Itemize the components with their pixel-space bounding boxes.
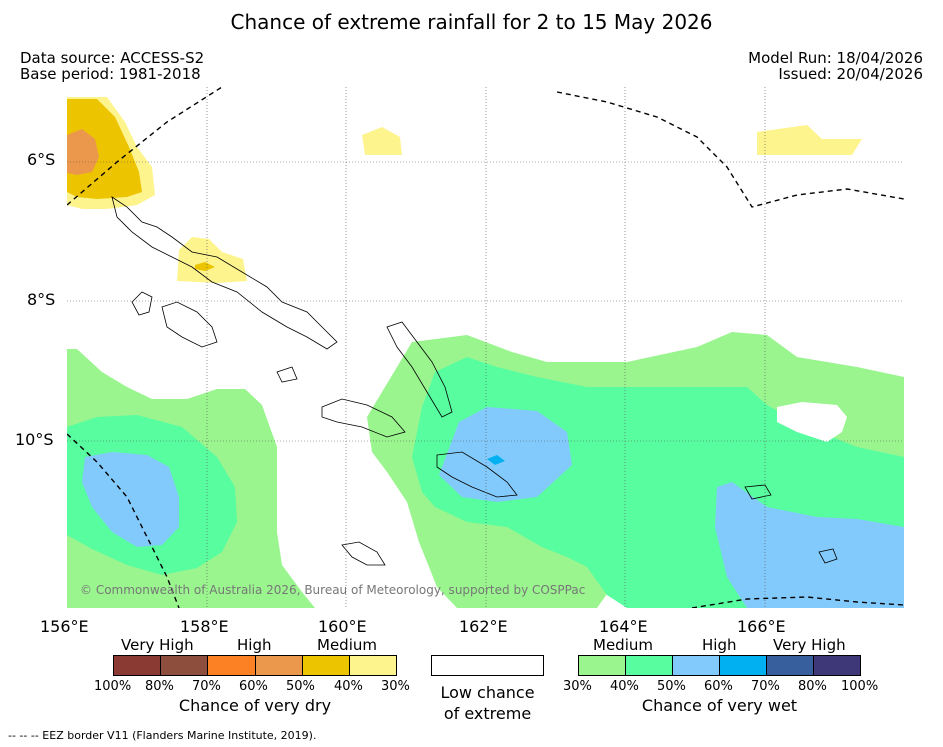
dry-swatch-5 [302,656,350,675]
wet-pct-30: 30% [563,679,592,694]
dry-cat-medium: Medium [317,636,377,654]
wet-swatch-6 [814,656,860,675]
island-rennell [341,541,386,566]
lat-label-8s: 8°S [27,290,56,309]
lon-label-156e: 156°E [40,617,89,636]
dry-pct-60: 60% [239,679,268,694]
dry-30-40-ne [757,125,862,155]
eez-borders [67,87,904,608]
eez-png-north [67,87,223,206]
wet-caption: Chance of very wet [641,696,798,715]
dry-pct-80: 80% [145,679,174,694]
low-chance-patch [777,402,847,442]
wet-60-70-central [487,455,505,465]
dry-pct-100: 100% [94,679,132,694]
wet-swatch-3 [673,656,720,675]
eez-footnote: -- -- -- EEZ border V11 (Flanders Marine… [8,729,317,742]
dry-caption: Chance of very dry [178,696,332,715]
wet-50-60-southwest [82,452,179,547]
wet-cat-medium: Medium [593,636,653,654]
wet-pct-80: 80% [798,679,827,694]
dry-swatch-3 [208,656,256,675]
dry-swatch-1 [114,656,162,675]
wet-50-60-central [439,407,572,502]
dry-swatch-6 [349,656,397,675]
meta-left: Data source: ACCESS-S2 Base period: 1981… [20,50,204,82]
data-source: Data source: ACCESS-S2 [20,49,205,67]
dry-30-40-north [362,127,402,155]
wet-regions [67,332,904,608]
islands [111,196,838,566]
wet-colorbar [578,655,861,676]
model-run: Model Run: 18/04/2026 [748,49,923,67]
dry-swatch-4 [255,656,303,675]
island-guadalcanal [321,398,406,438]
rainfall-map: © Commonwealth of Australia 2026, Bureau… [67,87,904,608]
dry-pct-30: 30% [381,679,410,694]
wet-swatch-2 [626,656,673,675]
lon-label-166e: 166°E [737,617,786,636]
dry-pct-40: 40% [334,679,363,694]
eez-se [691,596,904,608]
island-vanikoro [818,548,838,564]
lon-label-164e: 164°E [599,617,648,636]
dry-cat-high: High [237,636,272,654]
dry-regions [67,97,862,283]
lat-label-6s: 6°S [27,150,56,169]
island-russell [276,366,298,383]
island-choiseul [131,291,153,316]
wet-swatch-5 [767,656,814,675]
eez-ne [556,91,904,208]
eez-sw [67,433,180,608]
neutral-caption-line2: of extreme [443,704,532,723]
meta-right: Model Run: 18/04/2026 Issued: 20/04/2026 [748,50,923,82]
dry-colorbar [113,655,397,676]
wet-pct-100: 100% [841,679,879,694]
dry-50-60-nw [67,129,99,175]
copyright-notice: © Commonwealth of Australia 2026, Bureau… [80,583,585,597]
wet-swatch-4 [720,656,767,675]
neutral-swatch [431,655,544,676]
dry-40-50-solomon [195,262,215,271]
wet-cat-high: High [702,636,737,654]
dry-cat-very-high: Very High [121,636,194,654]
bougainville-coast [111,196,338,350]
map-title: Chance of extreme rainfall for 2 to 15 M… [230,10,713,34]
neutral-caption: Low chance of extreme [411,682,564,724]
wet-swatch-1 [579,656,626,675]
wet-pct-50: 50% [657,679,686,694]
lon-label-158e: 158°E [180,617,229,636]
base-period: Base period: 1981-2018 [20,65,201,83]
dry-pct-50: 50% [286,679,315,694]
dry-30-40-solomon [177,237,247,283]
island-malaita [386,321,453,418]
lat-label-10s: 10°S [15,430,54,449]
issued-date: Issued: 20/04/2026 [778,65,923,83]
dry-pct-70: 70% [192,679,221,694]
lon-label-162e: 162°E [459,617,508,636]
wet-50-60-southeast [715,482,904,608]
island-new-georgia [161,301,218,348]
neutral-caption-line1: Low chance [440,683,535,702]
island-makira [436,451,518,498]
wet-pct-40: 40% [610,679,639,694]
wet-cat-very-high: Very High [773,636,846,654]
lon-label-160e: 160°E [318,617,367,636]
island-santa-cruz [744,484,772,500]
wet-pct-60: 60% [704,679,733,694]
wet-pct-70: 70% [751,679,780,694]
dry-swatch-2 [161,656,209,675]
dry-40-50-nw [67,99,142,199]
